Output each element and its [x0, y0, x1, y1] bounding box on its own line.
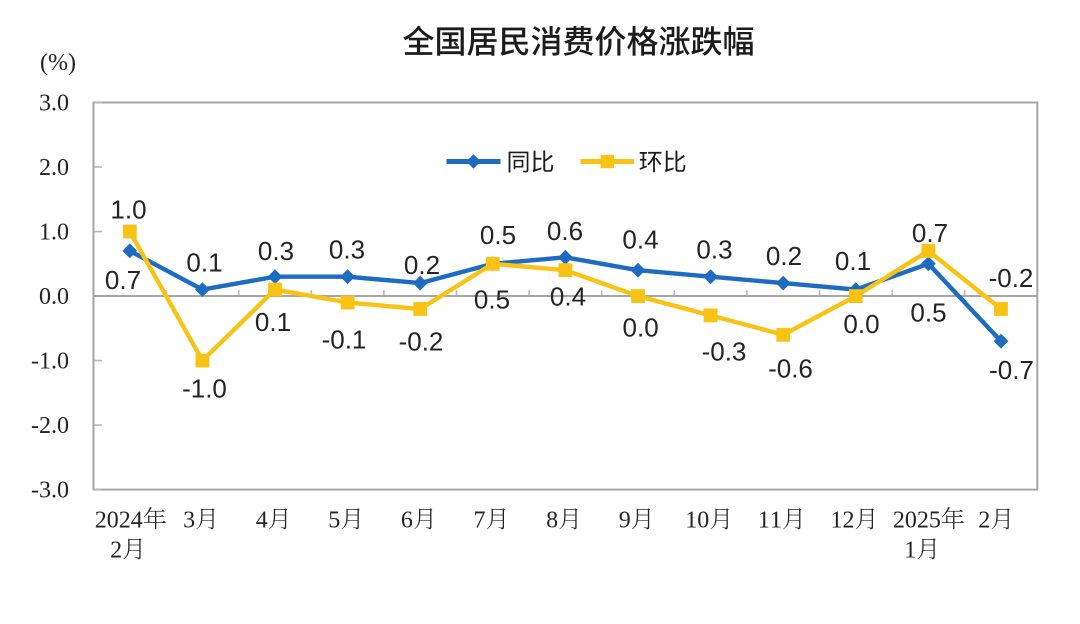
- svg-text:-0.2: -0.2: [989, 263, 1034, 293]
- svg-text:4: 4: [131, 508, 143, 534]
- svg-text:1.0: 1.0: [39, 220, 69, 246]
- svg-text:1: 1: [904, 538, 916, 564]
- svg-text:3.0: 3.0: [39, 91, 69, 117]
- svg-text:1: 1: [770, 508, 782, 534]
- svg-text:-0.1: -0.1: [322, 324, 367, 354]
- svg-text:0.4: 0.4: [550, 282, 586, 312]
- svg-text:7: 7: [474, 508, 486, 534]
- svg-text:1: 1: [831, 508, 843, 534]
- svg-text:0.6: 0.6: [547, 216, 583, 246]
- svg-text:0: 0: [107, 508, 119, 534]
- svg-text:0.3: 0.3: [696, 234, 732, 264]
- svg-text:0.7: 0.7: [912, 218, 948, 248]
- svg-text:2: 2: [110, 538, 122, 564]
- svg-text:1: 1: [758, 508, 770, 534]
- svg-text:2: 2: [978, 508, 990, 534]
- svg-text:0: 0: [697, 508, 709, 534]
- svg-text:-1.0: -1.0: [182, 373, 227, 403]
- svg-text:2: 2: [917, 508, 929, 534]
- svg-text:0.2: 0.2: [766, 241, 802, 271]
- svg-text:0.0: 0.0: [843, 309, 879, 339]
- svg-text:1: 1: [685, 508, 697, 534]
- svg-text:0.0: 0.0: [623, 312, 659, 342]
- svg-text:0.0: 0.0: [39, 284, 69, 310]
- svg-text:-2.0: -2.0: [31, 413, 69, 439]
- svg-text:-0.2: -0.2: [399, 326, 444, 356]
- svg-text:-3.0: -3.0: [31, 478, 69, 504]
- svg-text:2: 2: [843, 508, 855, 534]
- svg-text:-0.3: -0.3: [702, 336, 747, 366]
- svg-text:2: 2: [893, 508, 905, 534]
- svg-text:8: 8: [546, 508, 558, 534]
- svg-text:0.5: 0.5: [474, 284, 510, 314]
- svg-text:2: 2: [119, 508, 131, 534]
- svg-text:3: 3: [183, 508, 195, 534]
- svg-text:0: 0: [905, 508, 917, 534]
- svg-text:2.0: 2.0: [39, 155, 69, 181]
- svg-text:0.1: 0.1: [186, 247, 222, 277]
- svg-text:0.3: 0.3: [329, 234, 365, 264]
- svg-text:-0.7: -0.7: [989, 355, 1034, 385]
- svg-text:0.4: 0.4: [622, 224, 658, 254]
- svg-text:1.0: 1.0: [110, 194, 146, 224]
- svg-text:0.7: 0.7: [105, 265, 141, 295]
- svg-text:-0.6: -0.6: [768, 353, 813, 383]
- svg-text:0.5: 0.5: [480, 220, 516, 250]
- svg-text:0.1: 0.1: [835, 246, 871, 276]
- svg-text:2: 2: [95, 508, 107, 534]
- svg-text:6: 6: [401, 508, 413, 534]
- svg-text:5: 5: [328, 508, 340, 534]
- svg-text:0.5: 0.5: [910, 297, 946, 327]
- svg-text:-1.0: -1.0: [31, 349, 69, 375]
- svg-text:4: 4: [256, 508, 268, 534]
- svg-text:5: 5: [929, 508, 941, 534]
- svg-text:(%): (%): [40, 50, 76, 76]
- svg-text:0.1: 0.1: [255, 307, 291, 337]
- svg-text:0.2: 0.2: [404, 250, 440, 280]
- svg-text:0.3: 0.3: [258, 236, 294, 266]
- svg-text:9: 9: [619, 508, 631, 534]
